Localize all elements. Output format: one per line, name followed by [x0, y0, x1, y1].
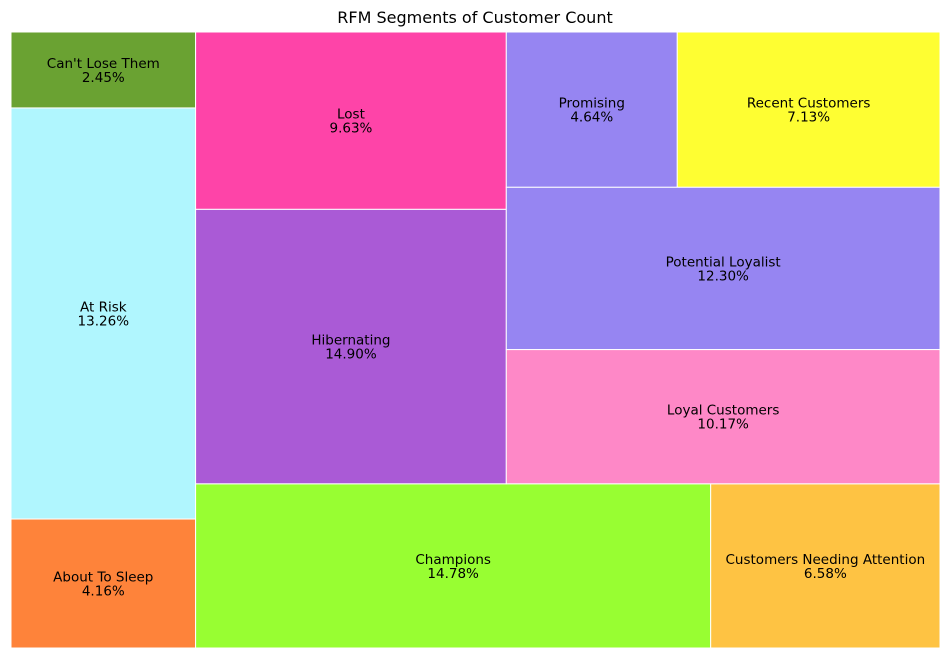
tile-rect-potential-loyalist: [505, 186, 941, 351]
segment-value-label: 4.64%: [570, 110, 613, 126]
tile-rect-promising: [505, 31, 678, 188]
chart-title: RFM Segments of Customer Count: [337, 8, 613, 27]
segment-name-label: Loyal Customers: [667, 403, 779, 419]
tile-rect-loyal-customers: [505, 349, 941, 485]
segment-name-label: Recent Customers: [747, 96, 871, 112]
segment-name-label: About To Sleep: [53, 570, 153, 586]
tile-rect-customers-needing-attention: [710, 483, 941, 649]
segment-value-label: 13.26%: [78, 313, 130, 329]
segment-value-label: 12.30%: [697, 268, 749, 284]
segment-name-label: Customers Needing Attention: [726, 552, 926, 568]
segment-name-label: Hibernating: [311, 333, 390, 349]
segment-value-label: 2.45%: [82, 70, 125, 86]
segment-name-label: Promising: [559, 96, 625, 112]
segment-name-label: Potential Loyalist: [666, 254, 781, 270]
segment-value-label: 10.17%: [697, 417, 749, 433]
segment-value-label: 4.16%: [82, 584, 125, 600]
segment-value-label: 14.90%: [325, 347, 377, 363]
segment-name-label: Can't Lose Them: [47, 56, 160, 72]
tile-rect-lost: [195, 31, 507, 210]
tile-rect-champions: [195, 483, 712, 649]
segment-value-label: 7.13%: [787, 110, 830, 126]
segment-name-label: Lost: [337, 107, 365, 123]
segment-name-label: Champions: [415, 552, 491, 568]
segment-value-label: 6.58%: [804, 566, 847, 582]
tile-rect-recent-customers: [676, 31, 941, 188]
tile-rect-hibernating: [195, 208, 507, 485]
segment-value-label: 14.78%: [427, 566, 479, 582]
segment-value-label: 9.63%: [330, 121, 373, 137]
segment-name-label: At Risk: [80, 299, 127, 315]
tile-rect-about-to-sleep: [10, 518, 197, 649]
